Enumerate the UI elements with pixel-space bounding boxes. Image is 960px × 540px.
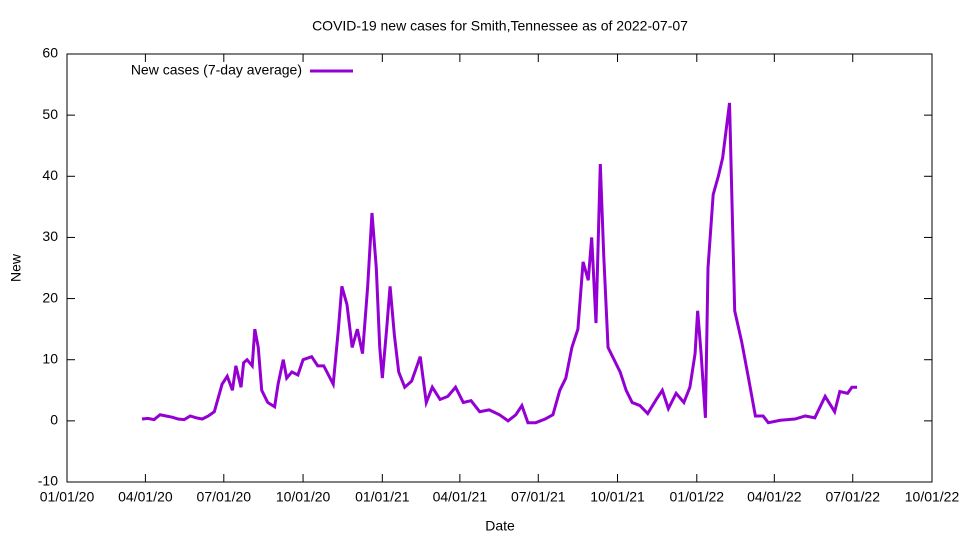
y-tick-label: 30 [42, 228, 58, 244]
legend-label: New cases (7-day average) [131, 62, 302, 78]
x-tick-label: 10/01/20 [276, 489, 331, 505]
x-tick-label: 10/01/22 [905, 489, 960, 505]
x-tick-label: 10/01/21 [590, 489, 645, 505]
data-line [141, 102, 858, 425]
y-axis-label: New [8, 253, 24, 282]
chart-title: COVID-19 new cases for Smith,Tennessee a… [312, 18, 688, 34]
x-tick-label: 01/01/21 [355, 489, 410, 505]
x-tick-label: 04/01/20 [118, 489, 173, 505]
plot-frame [66, 53, 933, 483]
x-tick-label: 04/01/21 [433, 489, 488, 505]
x-tick-label: 07/01/20 [197, 489, 252, 505]
x-tick-label: 07/01/22 [825, 489, 880, 505]
y-tick-label: 10 [42, 350, 58, 366]
x-axis-label: Date [485, 518, 515, 534]
y-tick-label: -10 [38, 473, 58, 489]
x-tick-label: 01/01/22 [670, 489, 725, 505]
x-tick-label: 07/01/21 [511, 489, 566, 505]
x-tick-label: 01/01/20 [40, 489, 95, 505]
y-tick-label: 20 [42, 289, 58, 305]
y-tick-label: 60 [42, 45, 58, 61]
y-tick-label: 50 [42, 106, 58, 122]
y-tick-label: 0 [50, 412, 58, 428]
x-tick-label: 04/01/22 [747, 489, 802, 505]
y-tick-label: 40 [42, 167, 58, 183]
